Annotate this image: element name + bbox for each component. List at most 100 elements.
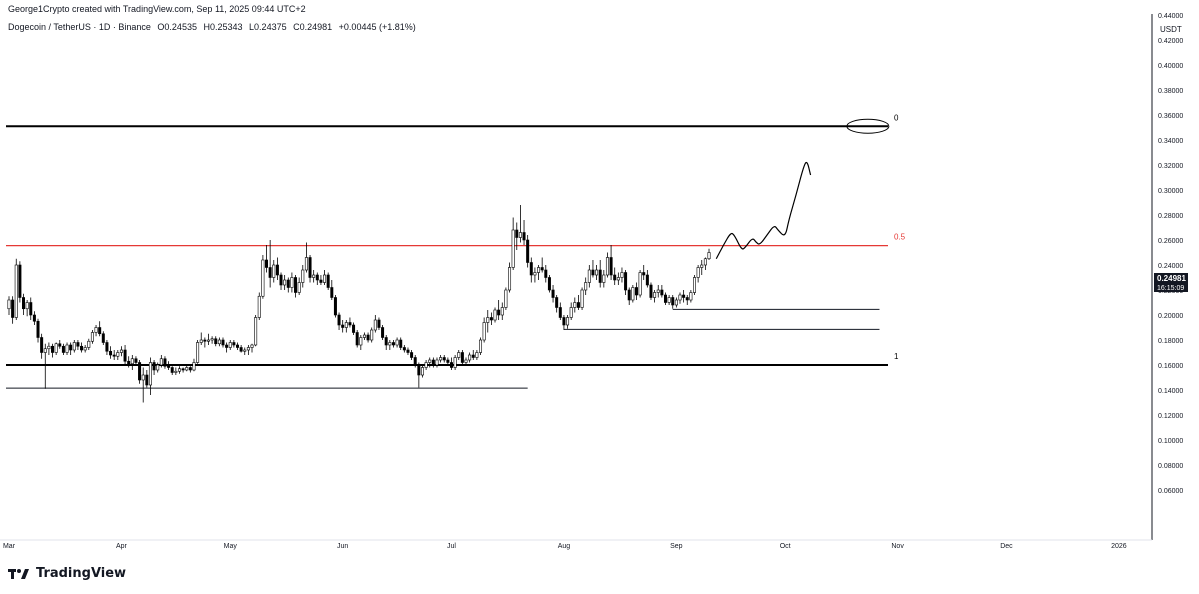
- candle-body: [83, 347, 87, 351]
- candle-body: [551, 289, 555, 298]
- candle-body: [76, 342, 80, 347]
- price-tick-label: 0.08000: [1158, 463, 1183, 470]
- projection-path[interactable]: [715, 161, 812, 260]
- candle-body: [312, 274, 316, 278]
- fib-level-label: 0.5: [894, 233, 906, 242]
- candle-body: [246, 347, 250, 351]
- symbol-name[interactable]: Dogecoin / TetherUS · 1D · Binance: [8, 22, 151, 32]
- candle-body: [569, 307, 573, 318]
- candle-body: [649, 284, 653, 298]
- candle-body: [638, 272, 642, 296]
- candle-body: [105, 342, 109, 352]
- candle-body: [145, 374, 149, 386]
- candle-body: [682, 294, 686, 298]
- tradingview-logo-icon: [8, 568, 29, 579]
- candle-body: [475, 352, 479, 358]
- candle-body: [355, 332, 359, 346]
- candle-body: [428, 359, 432, 363]
- candle-body: [214, 338, 218, 345]
- candle-body: [595, 269, 599, 276]
- candle-body: [206, 339, 210, 342]
- candle-body: [239, 347, 243, 352]
- candles: [7, 205, 711, 403]
- candle-body: [384, 337, 388, 346]
- candle-body: [703, 258, 707, 266]
- candle-body: [605, 257, 609, 276]
- candle-body: [482, 322, 486, 341]
- price-tick-label: 0.36000: [1158, 113, 1183, 120]
- candle-body: [558, 307, 562, 318]
- candle-body: [221, 339, 225, 346]
- candle-body: [671, 297, 675, 306]
- candle-body: [555, 297, 559, 308]
- candle-body: [493, 309, 497, 321]
- candle-body: [678, 294, 682, 301]
- candle-body: [373, 319, 377, 331]
- candle-body: [573, 302, 577, 308]
- candle-body: [279, 274, 283, 286]
- candle-body: [533, 272, 537, 276]
- price-tick-label: 0.44000: [1158, 13, 1183, 20]
- candle-body: [504, 289, 508, 308]
- ohlc-high: H0.25343: [203, 22, 243, 32]
- last-price-marker[interactable]: 0.24981 16:15:09: [1154, 273, 1188, 292]
- candle-body: [254, 317, 258, 346]
- price-tick-label: 0.06000: [1158, 488, 1183, 495]
- time-tick-label: 2026: [1111, 543, 1127, 550]
- candle-body: [446, 359, 450, 363]
- candle-body: [294, 277, 298, 293]
- target-circle[interactable]: [846, 118, 890, 134]
- ohlc-close: C0.24981: [293, 22, 333, 32]
- time-axis-ticks: Mar Apr May Jun Jul Aug Sep Oct Nov Dec 2026: [3, 543, 1127, 550]
- time-tick-label: Nov: [891, 543, 904, 550]
- candle-body: [18, 264, 22, 298]
- last-price-label: 0.24981: [1157, 274, 1186, 283]
- candle-body: [693, 277, 697, 293]
- candle-body: [181, 368, 185, 371]
- candle-body: [707, 252, 711, 260]
- fib-levels: 00.51: [6, 113, 906, 366]
- price-tick-label: 0.34000: [1158, 138, 1183, 145]
- candle-body: [667, 297, 671, 303]
- candle-body: [32, 314, 36, 322]
- candle-body: [210, 338, 214, 341]
- candle-body: [634, 287, 638, 296]
- candle-body: [413, 357, 417, 366]
- time-tick-label: Oct: [780, 543, 791, 550]
- price-tick-label: 0.40000: [1158, 63, 1183, 70]
- candle-body: [449, 362, 453, 368]
- time-tick-label: Mar: [3, 543, 16, 550]
- candle-body: [123, 349, 127, 362]
- candle-body: [464, 359, 468, 363]
- fib-level-label: 0: [894, 113, 899, 122]
- candle-body: [90, 332, 94, 342]
- candle-body: [65, 344, 69, 353]
- candle-body: [653, 292, 657, 298]
- tradingview-logo[interactable]: TradingView: [8, 566, 126, 581]
- candle-body: [402, 347, 406, 351]
- candle-body: [486, 317, 490, 323]
- candle-body: [7, 299, 11, 310]
- candle-body: [40, 337, 44, 353]
- candle-body: [156, 364, 160, 371]
- candle-body: [170, 367, 174, 373]
- candle-body: [359, 337, 363, 346]
- candle-body: [51, 345, 55, 353]
- ohlc-low: L0.24375: [249, 22, 287, 32]
- candle-body: [518, 232, 522, 238]
- candle-body: [47, 345, 51, 350]
- candle-body: [395, 339, 399, 346]
- candle-body: [613, 274, 617, 281]
- candle-body: [420, 367, 424, 376]
- candle-body: [337, 314, 341, 326]
- price-tick-label: 0.14000: [1158, 388, 1183, 395]
- price-tick-label: 0.28000: [1158, 213, 1183, 220]
- price-tick-label: 0.12000: [1158, 413, 1183, 420]
- candle-body: [674, 299, 678, 306]
- candle-body: [188, 367, 192, 371]
- candle-body: [130, 358, 134, 365]
- candle-body: [217, 339, 221, 345]
- time-tick-label: Sep: [670, 543, 683, 550]
- candle-body: [152, 362, 156, 371]
